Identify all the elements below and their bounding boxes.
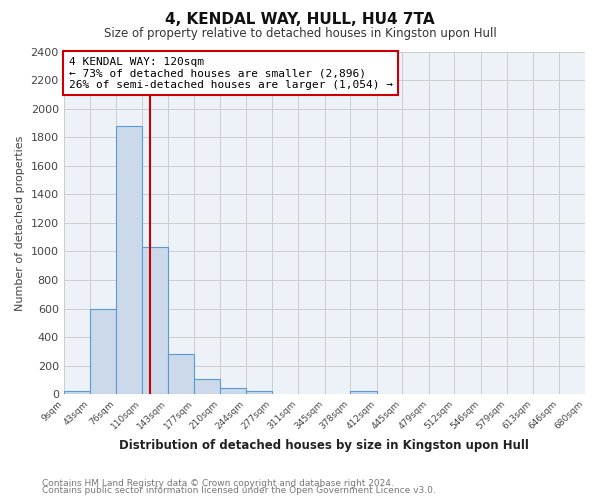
Text: Size of property relative to detached houses in Kingston upon Hull: Size of property relative to detached ho… <box>104 28 496 40</box>
Bar <box>90 308 116 394</box>
Bar <box>194 378 220 394</box>
X-axis label: Distribution of detached houses by size in Kingston upon Hull: Distribution of detached houses by size … <box>119 440 529 452</box>
Bar <box>350 392 377 394</box>
Bar <box>246 392 272 394</box>
Bar <box>116 126 142 394</box>
Text: 4 KENDAL WAY: 120sqm
← 73% of detached houses are smaller (2,896)
26% of semi-de: 4 KENDAL WAY: 120sqm ← 73% of detached h… <box>69 56 393 90</box>
Y-axis label: Number of detached properties: Number of detached properties <box>15 135 25 310</box>
Text: 4, KENDAL WAY, HULL, HU4 7TA: 4, KENDAL WAY, HULL, HU4 7TA <box>165 12 435 28</box>
Bar <box>64 392 90 394</box>
Text: Contains HM Land Registry data © Crown copyright and database right 2024.: Contains HM Land Registry data © Crown c… <box>42 478 394 488</box>
Bar <box>142 247 168 394</box>
Bar <box>220 388 246 394</box>
Text: Contains public sector information licensed under the Open Government Licence v3: Contains public sector information licen… <box>42 486 436 495</box>
Bar <box>168 354 194 394</box>
